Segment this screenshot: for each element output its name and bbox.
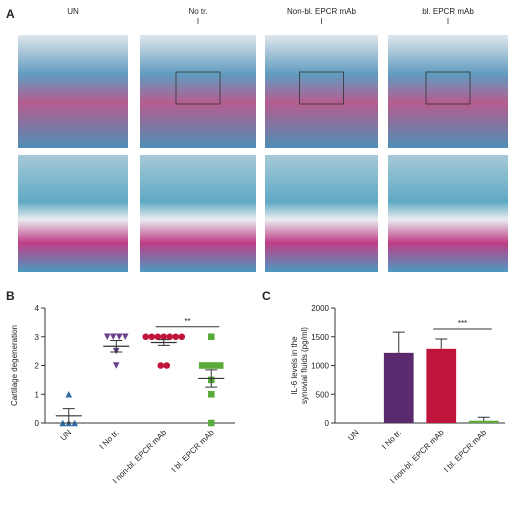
point [207,419,215,427]
y-tick-label: 1 [35,390,40,399]
point [154,333,162,341]
x-tick-label: I No tr. [98,428,121,451]
point [207,390,215,398]
histology-zoom [140,155,256,272]
y-axis-label: synovial fluids (pg/ml) [300,327,309,404]
y-tick-label: 0 [325,419,330,428]
histology-overview [388,35,508,148]
panel-label: C [262,289,271,303]
point [172,333,180,341]
point [157,362,165,369]
x-tick-label: I bl. EPCR mAb [170,428,216,474]
y-tick-label: 1000 [311,362,329,371]
y-tick-label: 1500 [311,333,329,342]
point [166,333,174,341]
point [121,333,129,341]
bar [426,348,457,423]
point [163,362,171,369]
point [204,362,212,369]
x-tick-label: I No tr. [380,428,403,451]
x-tick-label: I bl. EPCR mAb [442,428,488,474]
zoom-box [175,71,221,105]
y-tick-label: 0 [35,419,40,428]
y-axis-label: IL-6 levels in the [290,336,299,395]
point [207,333,215,341]
x-tick-label: UN [346,428,361,443]
x-tick-label: UN [59,428,74,443]
point [178,333,186,341]
point [198,362,206,369]
point [112,362,120,369]
point [115,333,123,341]
sem-bar [110,339,123,353]
sem-bar [62,408,75,424]
histology-zoom [18,155,128,272]
y-tick-label: 2 [35,362,40,371]
column-title: Non-bl. EPCR mAb [287,7,356,16]
error-bar [477,416,490,421]
sem-bar [157,339,170,346]
y-tick-label: 500 [316,390,330,399]
y-tick-label: 4 [35,304,40,313]
point [210,362,218,369]
x-tick-label: I non-bl. EPCR mAb [111,428,169,486]
column-title: UN [67,7,79,16]
histology-overview [265,35,378,148]
significance-label: *** [458,319,467,328]
y-axis-label: Cartilage degeneration [10,325,19,406]
zoom-box [299,71,344,105]
panel-label: B [6,289,15,303]
point [109,333,117,341]
error-bar [392,331,405,353]
point [65,390,73,398]
point [160,333,168,341]
column-sub: I [320,17,322,26]
y-tick-label: 3 [35,333,40,342]
point [148,333,156,341]
point [103,333,111,341]
point [216,362,224,369]
histology-overview [140,35,256,148]
point [142,333,150,341]
zoom-box [425,71,471,105]
y-tick-label: 2000 [311,304,329,313]
histology-zoom [388,155,508,272]
column-title: No tr. [188,7,207,16]
bar [383,352,414,423]
panel-label: A [6,7,15,21]
sem-bar [205,369,218,388]
significance-label: ** [184,317,190,326]
histology-zoom [265,155,378,272]
error-bar [435,338,448,349]
histology-overview [18,35,128,148]
column-sub: I [197,17,199,26]
column-sub: I [447,17,449,26]
bar [468,420,499,423]
column-title: bl. EPCR mAb [422,7,474,16]
